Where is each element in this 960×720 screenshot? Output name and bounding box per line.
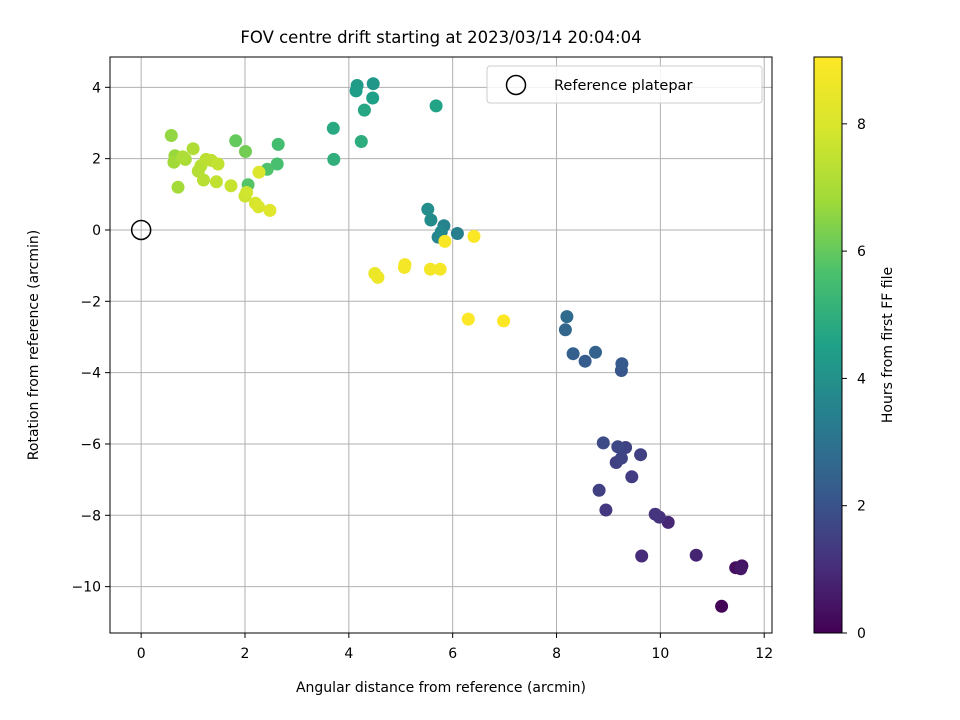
data-point (197, 173, 210, 187)
x-tick-label: 0 (137, 646, 146, 662)
chart-title: FOV centre drift starting at 2023/03/14 … (240, 28, 641, 47)
data-point (366, 77, 380, 91)
y-tick-label: −8 (80, 508, 101, 524)
colorbar-tick-label: 6 (857, 244, 866, 260)
plot-frame (109, 56, 773, 634)
data-point (164, 129, 178, 142)
x-tick-label: 8 (552, 646, 561, 662)
data-point (599, 503, 613, 517)
y-tick-label: −4 (80, 366, 101, 382)
y-tick-label: 0 (92, 223, 101, 239)
data-point (450, 227, 464, 240)
legend: Reference platepar (486, 65, 763, 104)
data-point (354, 135, 368, 148)
colorbar-tick-label: 0 (857, 626, 866, 642)
legend-reference-icon (505, 74, 527, 96)
reference-point (130, 219, 152, 241)
y-tick-label: −2 (80, 294, 101, 310)
colorbar-label: Hours from first FF file (880, 267, 896, 423)
data-point (578, 354, 592, 368)
y-tick-label: −6 (80, 437, 101, 453)
data-point (589, 345, 602, 359)
y-tick-label: 4 (92, 80, 101, 96)
data-point (433, 262, 447, 276)
data-point (327, 152, 341, 166)
data-point (349, 84, 363, 98)
data-point (611, 440, 625, 454)
data-points (164, 77, 749, 613)
data-point (596, 436, 610, 450)
data-point (615, 357, 629, 371)
data-point (186, 142, 200, 156)
data-point (270, 157, 284, 171)
data-point (558, 323, 572, 337)
data-point (497, 314, 511, 328)
data-point (171, 180, 185, 194)
y-axis-ticks: −10 −8 −6 −4 −2 0 2 4 (71, 80, 110, 596)
data-point (461, 312, 475, 326)
data-point (423, 262, 437, 276)
x-axis-ticks: 0 2 4 6 8 10 12 (137, 633, 773, 662)
legend-box (486, 65, 763, 104)
data-point (239, 145, 252, 158)
data-point (271, 137, 285, 151)
data-point (560, 310, 574, 324)
data-point (635, 549, 649, 563)
colorbar (813, 56, 843, 634)
data-point (438, 234, 452, 248)
data-point (715, 599, 729, 613)
data-point (209, 175, 223, 189)
data-point (648, 507, 662, 521)
legend-reference-label: Reference platepar (554, 78, 692, 94)
data-point (371, 270, 385, 284)
data-point (421, 202, 435, 216)
data-point (366, 91, 380, 105)
data-point (252, 200, 265, 214)
colorbar-tick-label: 2 (857, 499, 866, 515)
x-tick-label: 12 (755, 646, 773, 662)
y-axis-label: Rotation from reference (arcmin) (26, 230, 42, 460)
data-point (211, 157, 225, 171)
colorbar-tick-label: 4 (857, 371, 866, 387)
data-point (734, 562, 748, 576)
data-point (634, 448, 648, 462)
data-point (398, 258, 412, 272)
x-tick-label: 10 (651, 646, 669, 662)
data-point (229, 134, 243, 148)
data-point (176, 150, 190, 164)
data-point (424, 213, 438, 227)
colorbar-ticks: 0 2 4 6 8 (842, 117, 866, 642)
data-point (240, 186, 254, 199)
colorbar-tick-label: 8 (857, 117, 866, 133)
data-point (263, 203, 277, 217)
data-point (252, 165, 266, 179)
reference-marker (130, 219, 152, 241)
x-tick-label: 4 (344, 646, 353, 662)
data-point (429, 99, 443, 113)
data-point (614, 451, 628, 465)
x-axis-label: Angular distance from reference (arcmin) (296, 680, 586, 696)
data-point (689, 548, 703, 562)
data-point (625, 470, 639, 484)
y-tick-label: −10 (71, 580, 101, 596)
data-point (224, 179, 238, 193)
grid (110, 57, 772, 633)
data-point (326, 121, 340, 135)
data-point (566, 347, 580, 361)
x-tick-label: 6 (448, 646, 457, 662)
data-point (592, 483, 606, 497)
y-tick-label: 2 (92, 152, 101, 168)
data-point (467, 229, 481, 243)
data-point (357, 103, 371, 117)
x-tick-label: 2 (241, 646, 250, 662)
